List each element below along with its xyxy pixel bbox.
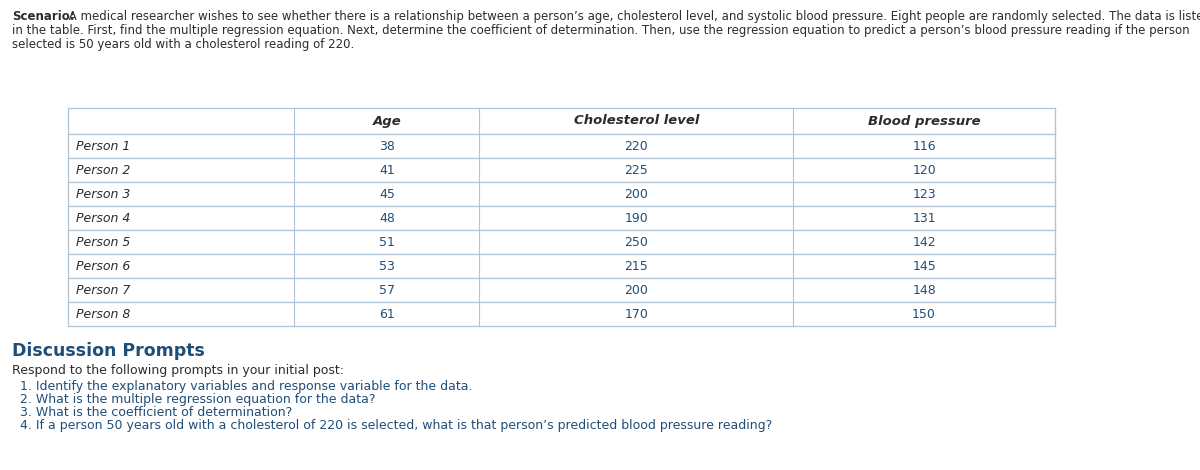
Text: 150: 150	[912, 307, 936, 321]
Text: 200: 200	[624, 188, 648, 201]
Text: 200: 200	[624, 283, 648, 297]
Bar	[68, 158, 1055, 182]
Text: Person 3: Person 3	[76, 188, 131, 201]
Text: 116: 116	[912, 140, 936, 152]
Text: Person 1: Person 1	[76, 140, 131, 152]
Text: 225: 225	[624, 164, 648, 177]
Text: Cholesterol level: Cholesterol level	[574, 115, 698, 127]
Text: 250: 250	[624, 235, 648, 249]
Text: 2. What is the multiple regression equation for the data?: 2. What is the multiple regression equat…	[20, 393, 376, 406]
Text: selected is 50 years old with a cholesterol reading of 220.: selected is 50 years old with a choleste…	[12, 38, 354, 51]
Text: 123: 123	[912, 188, 936, 201]
Text: 148: 148	[912, 283, 936, 297]
Text: 120: 120	[912, 164, 936, 177]
Text: Person 7: Person 7	[76, 283, 131, 297]
Bar	[68, 182, 1055, 206]
Bar	[68, 302, 1055, 326]
Bar	[68, 278, 1055, 302]
Text: 4. If a person 50 years old with a cholesterol of 220 is selected, what is that : 4. If a person 50 years old with a chole…	[20, 419, 773, 432]
Text: Respond to the following prompts in your initial post:: Respond to the following prompts in your…	[12, 364, 344, 377]
Text: 145: 145	[912, 259, 936, 273]
Text: 53: 53	[379, 259, 395, 273]
Bar	[68, 230, 1055, 254]
Text: 48: 48	[379, 212, 395, 225]
Text: 215: 215	[624, 259, 648, 273]
Text: 131: 131	[912, 212, 936, 225]
Text: Person 5: Person 5	[76, 235, 131, 249]
Text: 190: 190	[624, 212, 648, 225]
Text: Discussion Prompts: Discussion Prompts	[12, 342, 205, 360]
Text: A medical researcher wishes to see whether there is a relationship between a per: A medical researcher wishes to see wheth…	[65, 10, 1200, 23]
Text: 142: 142	[912, 235, 936, 249]
Bar	[68, 254, 1055, 278]
Text: Blood pressure: Blood pressure	[868, 115, 980, 127]
Text: 41: 41	[379, 164, 395, 177]
Text: 57: 57	[379, 283, 395, 297]
Text: 220: 220	[624, 140, 648, 152]
Text: 1. Identify the explanatory variables and response variable for the data.: 1. Identify the explanatory variables an…	[20, 380, 473, 393]
Text: Person 4: Person 4	[76, 212, 131, 225]
Text: Person 6: Person 6	[76, 259, 131, 273]
Text: 45: 45	[379, 188, 395, 201]
Text: in the table. First, find the multiple regression equation. Next, determine the : in the table. First, find the multiple r…	[12, 24, 1189, 37]
Text: 38: 38	[379, 140, 395, 152]
Text: Person 8: Person 8	[76, 307, 131, 321]
Text: Person 2: Person 2	[76, 164, 131, 177]
Text: 3. What is the coefficient of determination?: 3. What is the coefficient of determinat…	[20, 406, 293, 419]
Text: 51: 51	[379, 235, 395, 249]
Text: Age: Age	[372, 115, 401, 127]
Bar	[68, 134, 1055, 158]
Text: 170: 170	[624, 307, 648, 321]
Text: Scenario:: Scenario:	[12, 10, 74, 23]
Bar	[68, 206, 1055, 230]
Text: 61: 61	[379, 307, 395, 321]
Bar	[68, 108, 1055, 134]
